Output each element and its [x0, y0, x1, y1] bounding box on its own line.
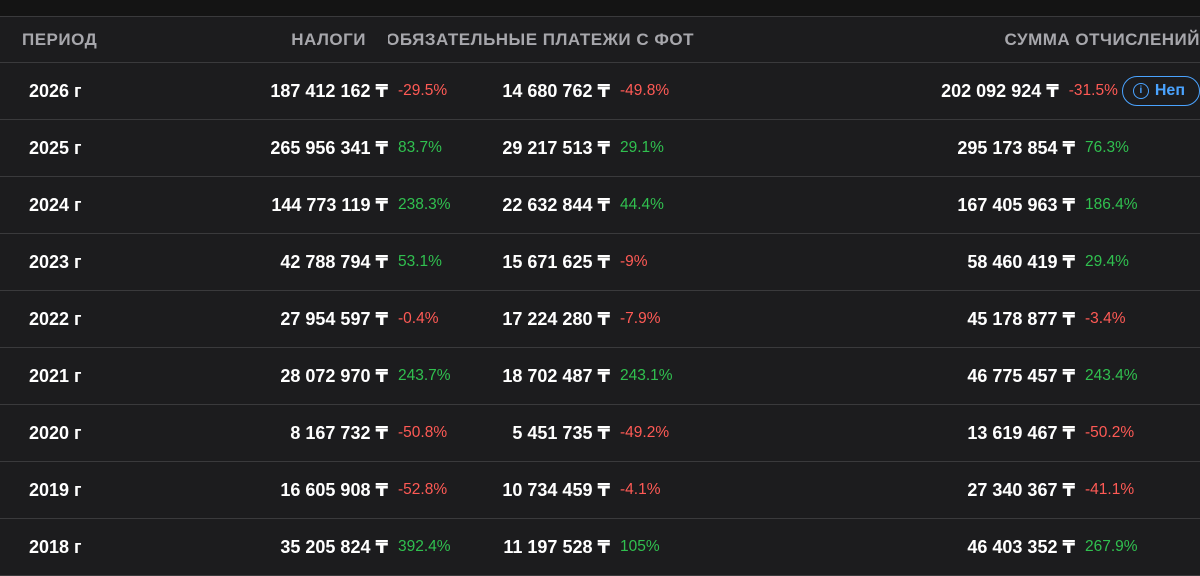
total-change: -31.5%: [1068, 82, 1118, 99]
taxes-change: 243.7%: [398, 367, 451, 384]
period-cell: 2022 г: [0, 291, 142, 348]
total-amount: 295 173 854 ₸: [957, 137, 1075, 158]
taxes-change: -0.4%: [398, 310, 439, 327]
total-cell: 46 775 457 ₸ 243.4%: [845, 348, 1200, 405]
payroll-change: -4.1%: [610, 462, 845, 519]
payroll-amount: 10 734 459 ₸: [502, 479, 610, 500]
payroll-amount: 17 224 280 ₸: [502, 308, 610, 329]
payroll-amount: 22 632 844 ₸: [502, 194, 610, 215]
total-change: -41.1%: [1085, 481, 1135, 498]
total-cell: 27 340 367 ₸ -41.1%: [845, 462, 1200, 519]
total-amount: 13 619 467 ₸: [967, 422, 1075, 443]
header-period[interactable]: ПЕРИОД: [0, 17, 142, 63]
total-cell: 45 178 877 ₸ -3.4%: [845, 291, 1200, 348]
period-cell: 2018 г: [0, 519, 142, 576]
total-change: 29.4%: [1085, 253, 1129, 270]
total-amount: 45 178 877 ₸: [967, 308, 1075, 329]
taxes-amount: 144 773 119 ₸: [142, 177, 388, 234]
period-cell: 2020 г: [0, 405, 142, 462]
total-amount: 46 775 457 ₸: [967, 365, 1075, 386]
info-badge-label: Неп: [1154, 82, 1185, 99]
total-amount: 58 460 419 ₸: [967, 251, 1075, 272]
top-strip: [0, 0, 1200, 17]
taxes-amount: 16 605 908 ₸: [142, 462, 388, 519]
period-cell: 2023 г: [0, 234, 142, 291]
total-change: -50.2%: [1085, 424, 1135, 441]
taxes-amount: 187 412 162 ₸: [142, 63, 388, 120]
payroll-change: -49.8%: [610, 63, 845, 120]
period-cell: 2026 г: [0, 63, 142, 120]
payroll-change: 105%: [610, 519, 845, 576]
taxes-change: 53.1%: [398, 253, 442, 270]
payroll-amount: 29 217 513 ₸: [502, 137, 610, 158]
total-change: 267.9%: [1085, 538, 1138, 555]
total-cell: 167 405 963 ₸ 186.4%: [845, 177, 1200, 234]
total-cell: 58 460 419 ₸ 29.4%: [845, 234, 1200, 291]
deductions-table: ПЕРИОД НАЛОГИ ОБЯЗАТЕЛЬНЫЕ ПЛАТЕЖИ С ФОТ…: [0, 17, 1200, 63]
taxes-amount: 28 072 970 ₸: [142, 348, 388, 405]
header-taxes[interactable]: НАЛОГИ: [142, 17, 388, 63]
taxes-amount: 8 167 732 ₸: [142, 405, 388, 462]
taxes-change: 238.3%: [398, 196, 451, 213]
total-change: 243.4%: [1085, 367, 1138, 384]
info-icon: i: [1132, 83, 1149, 99]
taxes-change: -29.5%: [398, 82, 448, 99]
taxes-amount: 27 954 597 ₸: [142, 291, 388, 348]
payroll-change: 29.1%: [610, 120, 845, 177]
total-amount: 46 403 352 ₸: [967, 536, 1075, 557]
taxes-change: 392.4%: [398, 538, 451, 555]
total-amount: 167 405 963 ₸: [957, 194, 1075, 215]
total-amount: 202 092 924 ₸: [941, 80, 1059, 101]
taxes-amount: 265 956 341 ₸: [142, 120, 388, 177]
taxes-change: 83.7%: [398, 139, 442, 156]
period-cell: 2025 г: [0, 120, 142, 177]
total-cell: 202 092 924 ₸ -31.5% i Неп: [845, 63, 1200, 120]
payroll-amount: 15 671 625 ₸: [502, 251, 610, 272]
header-total[interactable]: СУММА ОТЧИСЛЕНИЙ: [845, 17, 1200, 63]
taxes-amount: 42 788 794 ₸: [142, 234, 388, 291]
total-change: -3.4%: [1085, 310, 1126, 327]
payroll-change: 44.4%: [610, 177, 845, 234]
payroll-amount: 5 451 735 ₸: [512, 422, 610, 443]
taxes-change: -52.8%: [398, 481, 448, 498]
period-cell: 2021 г: [0, 348, 142, 405]
total-change: 76.3%: [1085, 139, 1129, 156]
info-badge-button[interactable]: i Неп: [1121, 76, 1200, 106]
header-payroll[interactable]: ОБЯЗАТЕЛЬНЫЕ ПЛАТЕЖИ С ФОТ: [388, 17, 845, 63]
period-cell: 2019 г: [0, 462, 142, 519]
period-cell: 2024 г: [0, 177, 142, 234]
payroll-amount: 14 680 762 ₸: [502, 80, 610, 101]
total-cell: 13 619 467 ₸ -50.2%: [845, 405, 1200, 462]
total-change: 186.4%: [1085, 196, 1138, 213]
payroll-change: -49.2%: [610, 405, 845, 462]
payroll-change: -9%: [610, 234, 845, 291]
total-cell: 46 403 352 ₸ 267.9%: [845, 519, 1200, 576]
table-body: 2026 г 187 412 162 ₸ -29.5% 14 680 762 ₸ -49…: [0, 63, 1200, 576]
total-cell: 295 173 854 ₸ 76.3%: [845, 120, 1200, 177]
taxes-change: -50.8%: [398, 424, 448, 441]
payroll-change: 243.1%: [610, 348, 845, 405]
payroll-change: -7.9%: [610, 291, 845, 348]
payroll-amount: 11 197 528 ₸: [503, 536, 610, 557]
total-amount: 27 340 367 ₸: [967, 479, 1075, 500]
payroll-amount: 18 702 487 ₸: [502, 365, 610, 386]
taxes-amount: 35 205 824 ₸: [142, 519, 388, 576]
